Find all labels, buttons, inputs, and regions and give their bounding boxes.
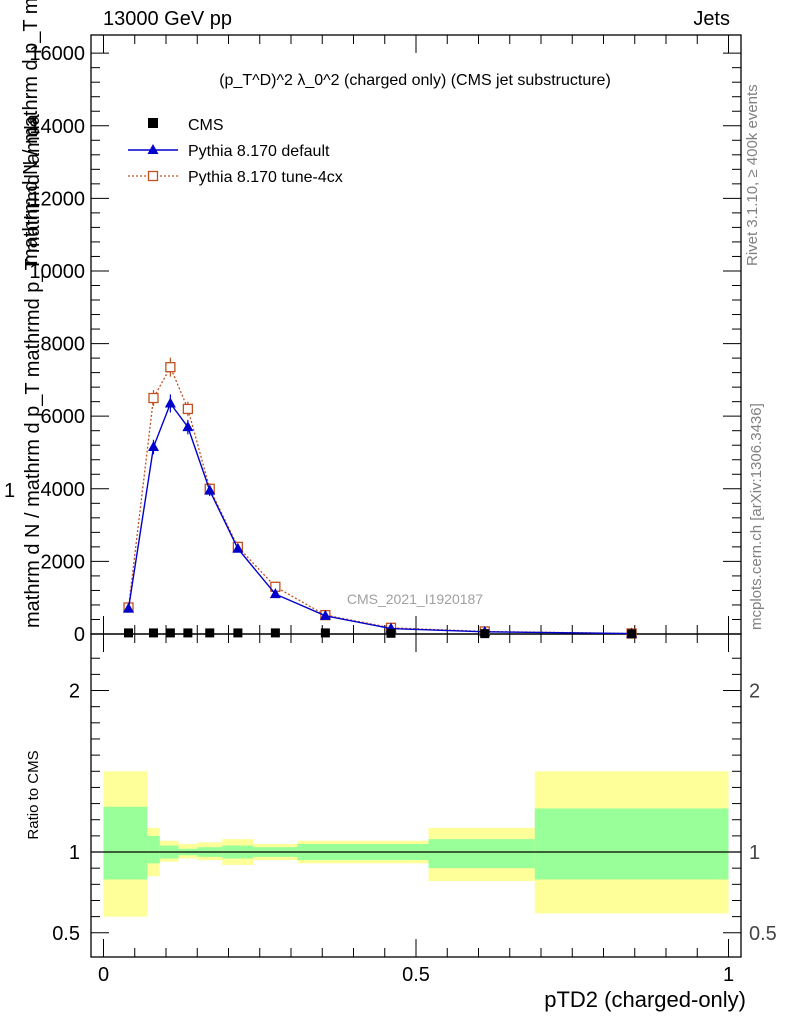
default-point xyxy=(164,397,176,408)
default-point xyxy=(148,441,159,452)
legend-label-default: Pythia 8.170 default xyxy=(188,143,330,160)
ratio-ytick-label-right: 1 xyxy=(749,842,760,864)
cms-data-point xyxy=(233,628,243,638)
ratio-ytick-label-left: 2 xyxy=(69,681,80,703)
main-ytick-label: 10000 xyxy=(29,261,85,283)
main-ytick-label: 6000 xyxy=(41,406,86,428)
x-axis-label: pTD2 (charged-only) xyxy=(544,987,746,1012)
cms-data-point xyxy=(205,628,215,638)
ratio-ytick-label-left: 1 xyxy=(69,842,80,864)
legend-label-cms: CMS xyxy=(188,117,224,134)
default-point xyxy=(319,609,331,620)
main-chart-title: (p_T^D)^2 λ_0^2 (charged only) (CMS jet … xyxy=(219,72,611,89)
default-point xyxy=(269,588,281,599)
tune-4cx-point xyxy=(182,403,194,415)
main-ytick-label: 14000 xyxy=(29,116,85,138)
ratio-ytick-label-right: 2 xyxy=(749,681,760,703)
cms-data-point xyxy=(480,629,490,639)
ratio-inner-band-1 xyxy=(147,835,160,864)
ratio-inner-band-9 xyxy=(534,808,729,880)
header-right-label: Jets xyxy=(693,8,730,30)
main-ytick-label: 8000 xyxy=(41,334,86,356)
ratio-xtick-label: 0.5 xyxy=(402,964,430,986)
ratio-y-axis-label: Ratio to CMS xyxy=(25,750,42,839)
legend-marker-default xyxy=(147,144,159,154)
main-ytick-label: 2000 xyxy=(41,551,86,573)
cms-data-point xyxy=(149,628,158,638)
legend-marker-tune-4cx xyxy=(147,170,159,182)
ratio-inner-band-0 xyxy=(103,806,148,880)
default-point xyxy=(204,484,216,495)
ratio-ytick-label-left: 0.5 xyxy=(52,923,80,945)
default-point xyxy=(182,421,194,432)
ratio-inner-band-8 xyxy=(428,839,535,869)
analysis-watermark: CMS_2021_I1920187 xyxy=(347,591,483,607)
cms-data-point xyxy=(627,629,637,639)
legend-label-tune-4cx: Pythia 8.170 tune-4cx xyxy=(188,169,343,186)
cms-data-point xyxy=(270,628,280,638)
tune-4cx-point xyxy=(165,362,176,373)
ratio-ytick-label-right: 0.5 xyxy=(749,923,777,945)
header-left-label: 13000 GeV pp xyxy=(103,8,232,30)
cms-data-point xyxy=(183,628,193,638)
main-ytick-label: 16000 xyxy=(29,43,85,65)
default-point xyxy=(232,542,244,553)
cms-data-point xyxy=(124,628,133,638)
legend: CMS Pythia 8.170 default Pythia 8.170 tune… xyxy=(128,117,343,186)
cms-data-point xyxy=(165,628,175,638)
cms-data-point xyxy=(320,628,330,638)
main-ytick-label: 4000 xyxy=(41,479,86,501)
default-point xyxy=(123,602,134,613)
main-ytick-label: 0 xyxy=(74,624,85,646)
tune-4cx-point xyxy=(148,392,159,404)
ratio-xtick-label: 1 xyxy=(723,964,734,986)
y-axis-label-one: 1 xyxy=(4,480,16,502)
cms-data-point xyxy=(386,628,396,638)
main-ytick-label: 12000 xyxy=(29,188,85,210)
legend-marker-cms xyxy=(148,118,158,128)
ratio-xtick-label: 0 xyxy=(98,964,109,986)
